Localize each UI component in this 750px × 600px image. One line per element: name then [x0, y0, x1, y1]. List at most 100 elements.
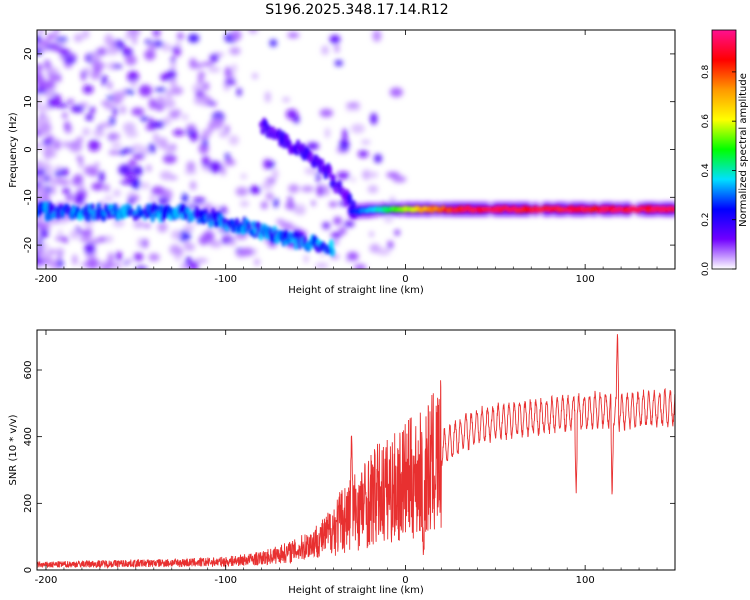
- heatmap-noise-cell: [101, 75, 107, 87]
- heatmap-noise-cell: [220, 165, 226, 176]
- heatmap-noise-cell: [133, 220, 144, 229]
- heatmap-noise-cell: [240, 173, 247, 180]
- heatmap-noise-cell: [169, 77, 177, 87]
- heatmap-noise-cell: [92, 62, 106, 69]
- heatmap-noise-cell: [98, 171, 105, 183]
- heatmap-noise-cell: [376, 247, 391, 256]
- heatmap-noise-cell: [76, 136, 84, 143]
- heatmap-noise-cell: [70, 105, 85, 113]
- snr-xtick-label: -100: [214, 575, 237, 586]
- heatmap-noise-cell: [94, 162, 100, 168]
- heatmap-noise-cell: [207, 240, 221, 245]
- heatmap-noise-cell: [186, 123, 197, 131]
- snr-ytick-label: 200: [23, 494, 34, 513]
- heatmap-noise-cell: [301, 185, 315, 192]
- heatmap-band-cell: [330, 247, 336, 257]
- heatmap-noise-cell: [98, 236, 107, 243]
- heatmap-noise-cell: [144, 49, 156, 61]
- heatmap-noise-cell: [261, 181, 273, 191]
- heatmap-noise-cell: [197, 77, 204, 84]
- heatmap-noise-cell: [152, 30, 161, 37]
- heatmap-noise-cell: [151, 186, 165, 196]
- heatmap-noise-cell: [156, 95, 165, 106]
- heatmap-noise-cell: [181, 193, 188, 204]
- heatmap-noise-cell: [149, 194, 156, 205]
- heatmap-noise-cell: [361, 139, 371, 145]
- heatmap-band-cell: [328, 239, 334, 250]
- heatmap-noise-cell: [230, 30, 242, 41]
- heatmap-noise-cell: [37, 79, 51, 92]
- heatmap-noise-cell: [249, 185, 261, 195]
- heatmap-noise-cell: [83, 165, 97, 176]
- heatmap-noise-cell: [55, 37, 68, 43]
- heatmap-noise-cell: [38, 30, 44, 35]
- heatmap-noise-cell: [265, 192, 274, 201]
- heatmap-band-cell: [672, 206, 675, 212]
- heatmap-noise-cell: [228, 157, 233, 165]
- heatmap-noise-cell: [194, 258, 209, 264]
- heatmap-noise-cell: [47, 167, 53, 176]
- heatmap-noise-cell: [98, 261, 109, 266]
- heatmap-noise-cell: [288, 184, 300, 193]
- heatmap-noise-cell: [127, 192, 136, 198]
- heatmap-noise-cell: [225, 78, 237, 86]
- spectrogram-ytick-label: -20: [23, 237, 34, 253]
- heatmap-noise-cell: [91, 182, 104, 191]
- heatmap-noise-cell: [329, 34, 341, 44]
- heatmap-noise-cell: [107, 81, 113, 90]
- heatmap-noise-cell: [172, 129, 185, 137]
- heatmap-noise-cell: [276, 219, 285, 225]
- heatmap-noise-cell: [260, 201, 268, 210]
- colorbar-tick-label: 0.6: [701, 114, 711, 129]
- spectrogram-ylabel: Frequency (Hz): [8, 112, 19, 188]
- heatmap-noise-cell: [369, 231, 374, 237]
- heatmap-noise-cell: [107, 252, 114, 265]
- heatmap-noise-cell: [202, 128, 211, 139]
- heatmap-noise-cell: [37, 102, 43, 110]
- heatmap-noise-cell: [37, 71, 43, 84]
- heatmap-noise-cell: [50, 185, 56, 196]
- heatmap-noise-cell: [56, 40, 66, 47]
- heatmap-noise-cell: [207, 101, 217, 106]
- heatmap-noise-cell: [106, 46, 120, 55]
- heatmap-noise-cell: [148, 253, 160, 262]
- heatmap-noise-cell: [236, 87, 242, 97]
- heatmap-noise-cell: [394, 229, 400, 236]
- heatmap-noise-cell: [264, 91, 271, 103]
- heatmap-band-cell: [337, 179, 343, 190]
- snr-background: [37, 330, 675, 570]
- heatmap-noise-cell: [157, 222, 168, 233]
- snr-xtick-label: -200: [35, 575, 58, 586]
- heatmap-band-cell: [260, 127, 266, 135]
- snr-xlabel: Height of straight line (km): [288, 585, 424, 596]
- heatmap-noise-cell: [315, 171, 321, 183]
- heatmap-noise-cell: [112, 106, 118, 117]
- heatmap-noise-cell: [241, 247, 254, 257]
- heatmap-noise-cell: [181, 113, 189, 121]
- heatmap-noise-cell: [269, 39, 277, 47]
- heatmap-noise-cell: [84, 242, 96, 255]
- heatmap-band-cell: [152, 203, 158, 212]
- heatmap-noise-cell: [37, 95, 41, 104]
- heatmap-noise-cell: [192, 197, 206, 204]
- heatmap-noise-cell: [389, 196, 395, 203]
- heatmap-noise-cell: [44, 175, 49, 183]
- colorbar-tick-label: 0.8: [701, 64, 711, 79]
- heatmap-noise-cell: [148, 97, 156, 110]
- heatmap-noise-cell: [128, 160, 137, 166]
- heatmap-noise-cell: [37, 88, 47, 94]
- heatmap-noise-cell: [209, 161, 222, 173]
- heatmap-noise-cell: [56, 73, 61, 83]
- spectrogram-heatmap: [37, 30, 675, 269]
- heatmap-noise-cell: [124, 33, 133, 40]
- heatmap-noise-cell: [330, 232, 342, 239]
- snr-xtick-label: 0: [402, 575, 408, 586]
- heatmap-noise-cell: [89, 106, 96, 114]
- heatmap-noise-cell: [143, 223, 152, 229]
- heatmap-noise-cell: [44, 60, 51, 71]
- heatmap-noise-cell: [124, 260, 129, 266]
- heatmap-noise-cell: [112, 218, 125, 228]
